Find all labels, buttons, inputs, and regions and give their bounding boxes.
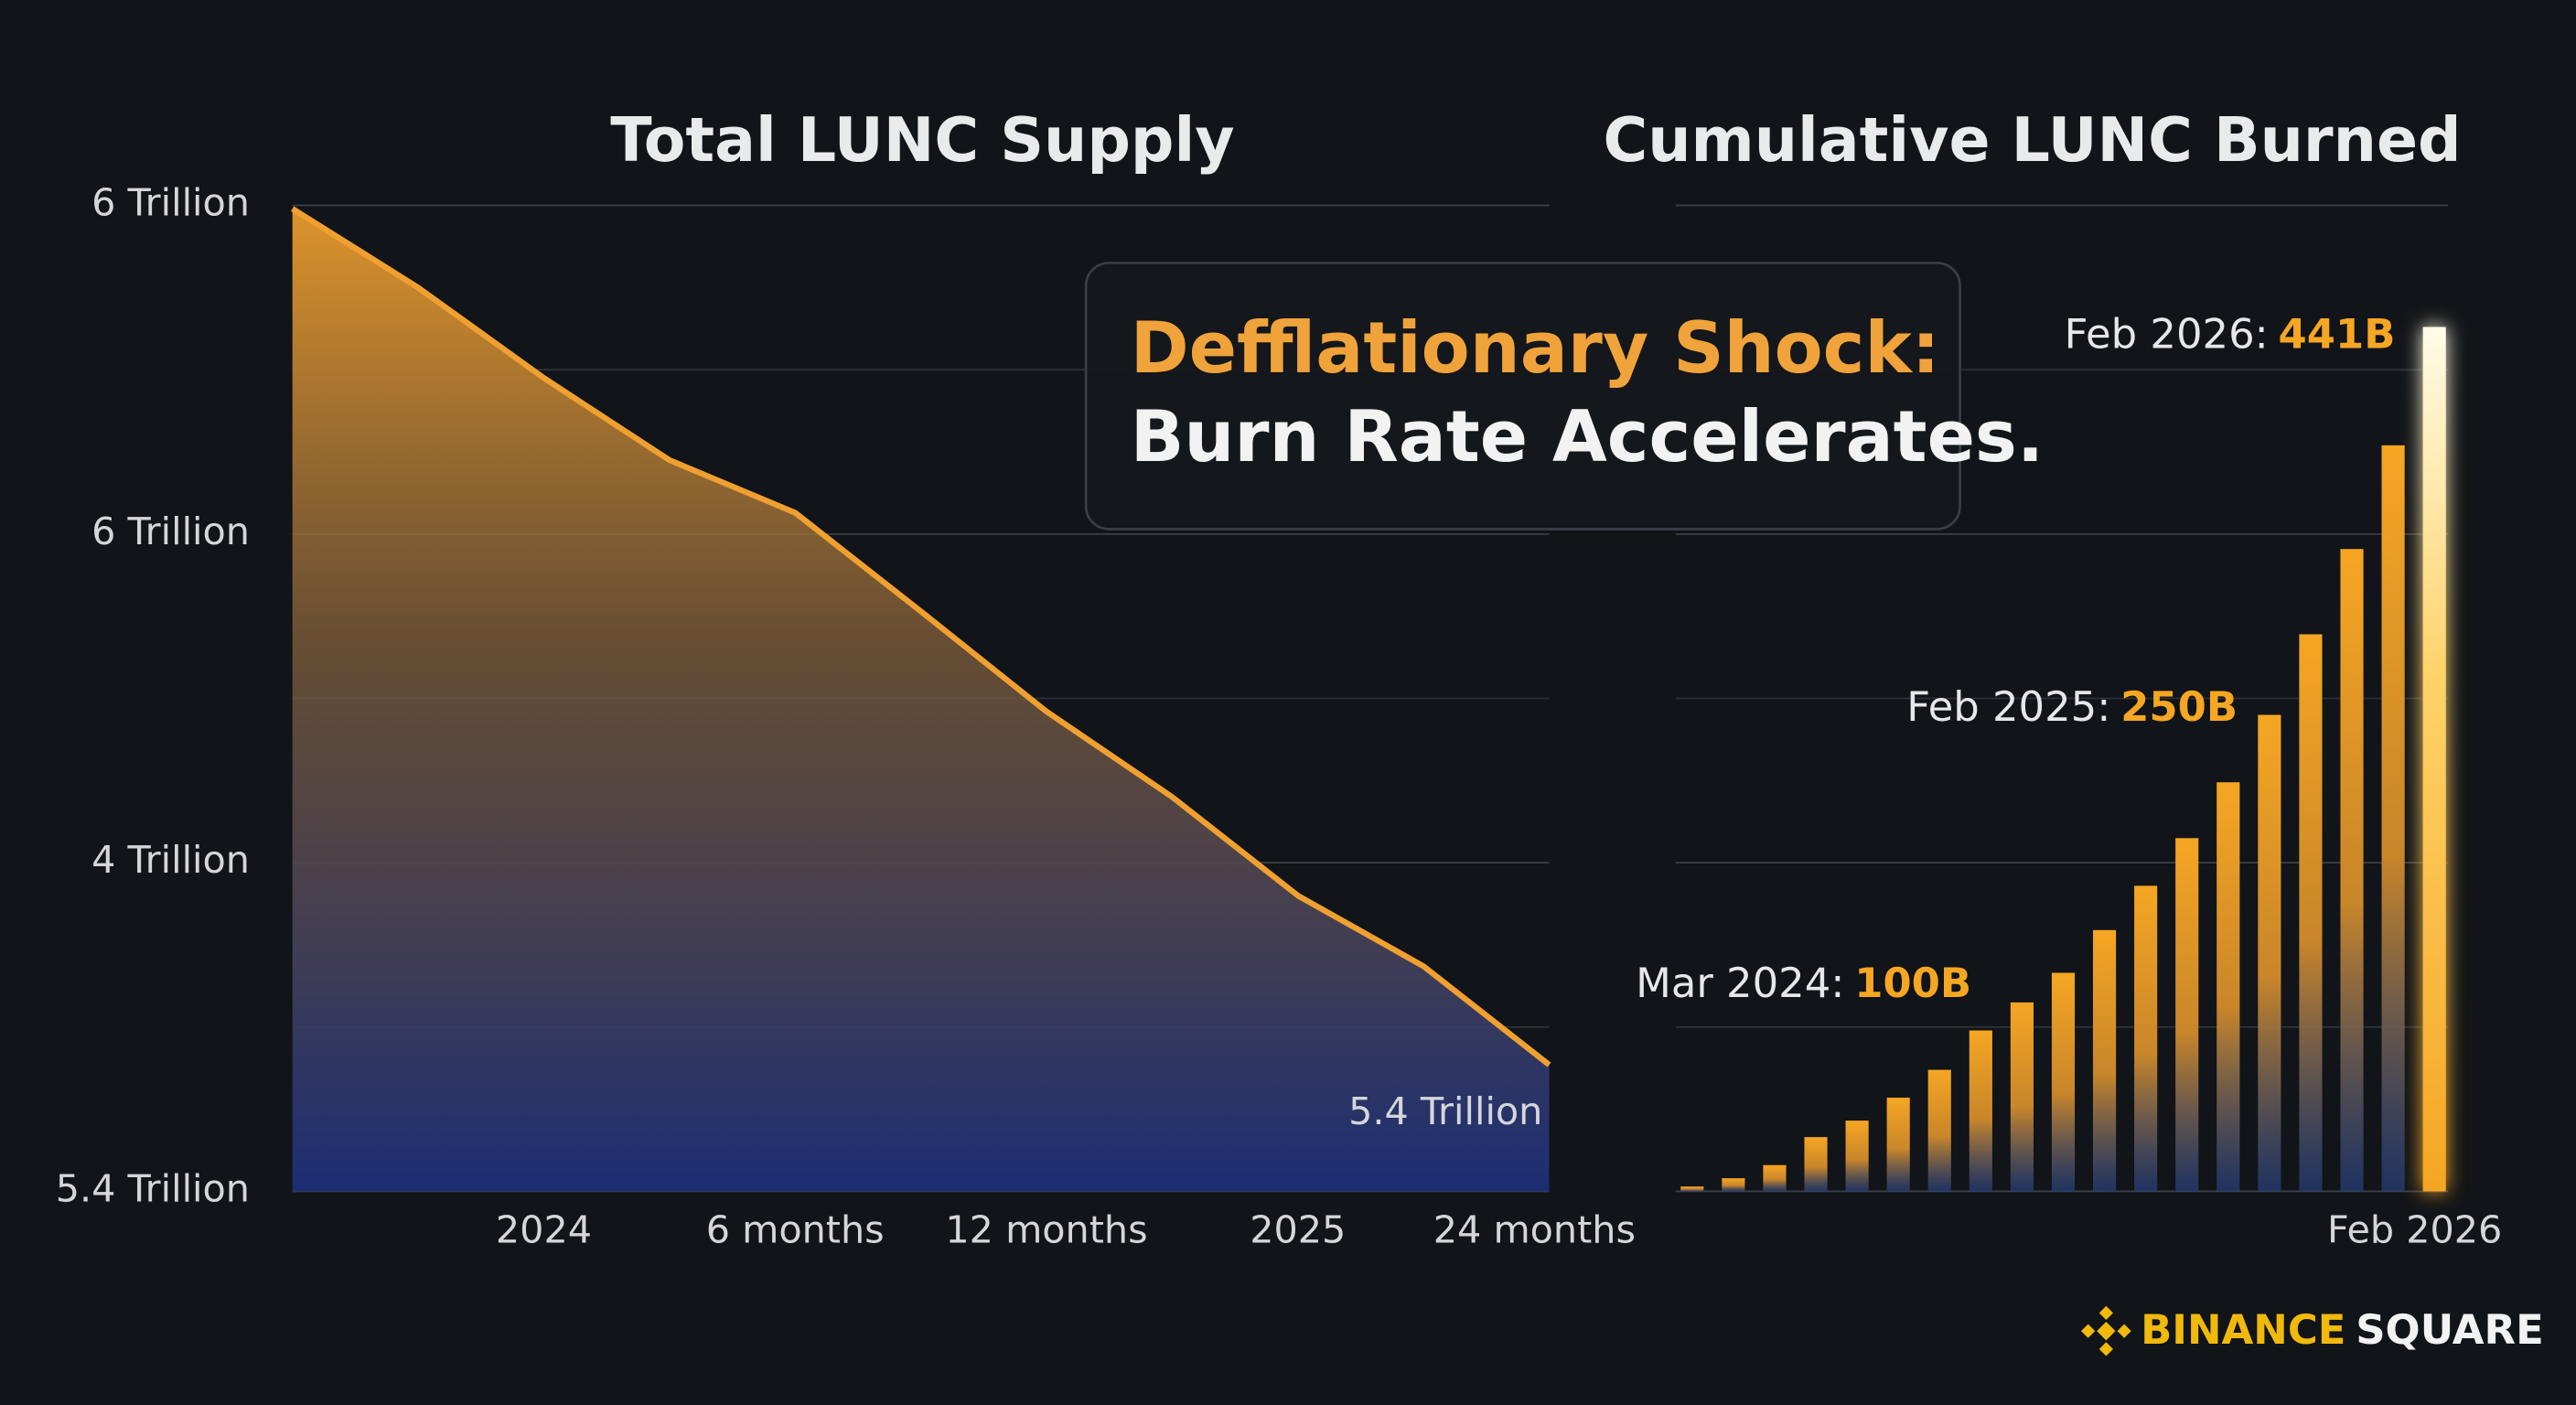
x-tick-label: 2025 <box>1250 1207 1346 1251</box>
annotation: 5.4 Trillion <box>1348 1089 1542 1133</box>
annotation: Feb 2026: 441B <box>2065 309 2396 358</box>
bar <box>1722 1178 1745 1192</box>
brand-product: SQUARE <box>2356 1305 2544 1354</box>
x-tick-label: 24 months <box>1433 1207 1636 1251</box>
annotation: Mar 2024: 100B <box>1636 959 1971 1007</box>
x-tick-label: 2024 <box>496 1207 592 1251</box>
annotation-label: Feb 2026: <box>2065 309 2269 358</box>
plot-layer: Total LUNC Supply 6 Trillion 6 Trillion 4 T… <box>56 104 2503 1251</box>
bar <box>1969 1030 1992 1192</box>
callout-headline: Defflationary Shock: <box>1131 307 1940 390</box>
callout-subline: Burn Rate Accelerates. <box>1131 396 2045 478</box>
brand-text: BINANCE SQUARE <box>2141 1305 2544 1354</box>
bar <box>2299 634 2323 1192</box>
y-tick-label: 5.4 Trillion <box>56 1166 250 1210</box>
bar <box>2422 327 2446 1192</box>
brand-name: BINANCE <box>2141 1305 2345 1354</box>
x-tick-label: Feb 2026 <box>2327 1207 2502 1251</box>
x-tick-label: 6 months <box>706 1207 885 1251</box>
bar <box>2216 782 2240 1192</box>
callout: Defflationary Shock: Burn Rate Accelerat… <box>1084 262 2045 531</box>
bar <box>1804 1137 1828 1192</box>
annotation-label: Feb 2025: <box>1906 682 2110 731</box>
annotation: Feb 2025: 250B <box>1906 682 2238 731</box>
brand: BINANCE SQUARE <box>2080 1305 2544 1357</box>
bar <box>2381 445 2405 1192</box>
bar <box>2175 838 2199 1192</box>
y-tick-label: 6 Trillion <box>91 181 250 225</box>
bar <box>2258 714 2281 1192</box>
line <box>291 206 1551 1067</box>
y-tick-label: 6 Trillion <box>91 509 250 553</box>
annotation-value: 250B <box>2120 682 2238 731</box>
bar <box>1680 1186 1704 1192</box>
bar <box>2093 929 2117 1192</box>
bar <box>2051 972 2076 1192</box>
chart-title: Total LUNC Supply <box>610 104 1234 176</box>
callout-box <box>1084 262 1961 531</box>
bar <box>1886 1098 1910 1192</box>
annotation-value: 100B <box>1854 959 1971 1007</box>
bar <box>1927 1069 1951 1192</box>
chart-title: Cumulative LUNC Burned <box>1604 104 2462 176</box>
bar <box>1845 1121 1869 1192</box>
annotation-value: 441B <box>2279 309 2396 358</box>
area-fill <box>292 209 1550 1192</box>
x-tick-label: 12 months <box>945 1207 1147 1251</box>
bar <box>2010 1002 2034 1192</box>
annotation-label: Mar 2024: <box>1636 959 1844 1007</box>
bar <box>2134 885 2158 1192</box>
bar <box>1763 1164 1787 1192</box>
bar <box>2340 549 2364 1192</box>
y-tick-label: 4 Trillion <box>91 838 250 882</box>
